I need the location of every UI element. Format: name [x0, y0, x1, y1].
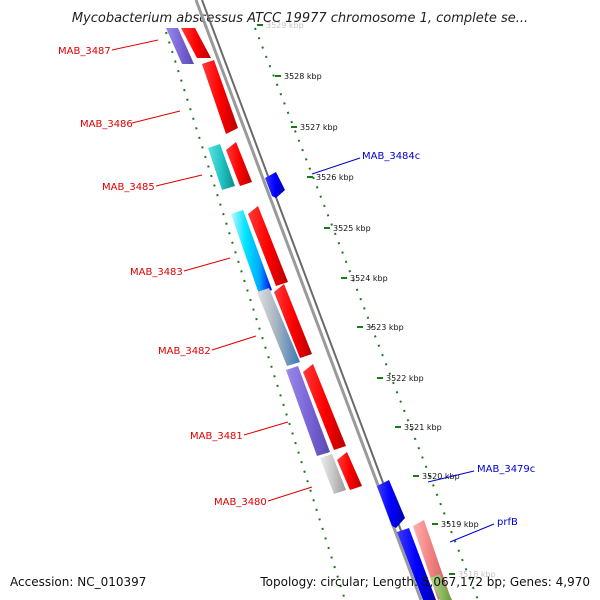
coordinate-ticks: 3529 kbp 3528 kbp 3527 kbp 3526 kbp 3525 kbp…	[257, 21, 496, 579]
gene-label[interactable]: MAB_3481	[190, 431, 243, 442]
gene-mab3485-red[interactable]	[226, 142, 252, 186]
gene-lower-blue[interactable]	[397, 528, 436, 600]
gene-mab3481-purple[interactable]	[286, 366, 330, 456]
tick-label: 3518 kbp	[458, 570, 496, 579]
gene-mab3480-gray[interactable]	[320, 454, 346, 494]
gene-mab3481-red[interactable]	[303, 364, 346, 450]
gene-mab3487-segment-a[interactable]	[166, 28, 194, 64]
gene-mab3479c[interactable]	[377, 480, 405, 528]
gene-track-left	[166, 28, 362, 494]
gene-callout-line	[131, 110, 181, 124]
tick-label: 3520 kbp	[422, 472, 460, 481]
gene-callout-line	[243, 421, 289, 436]
gene-label[interactable]: MAB_3479c	[477, 464, 535, 475]
gene-callout-line	[211, 335, 257, 351]
gene-mab3482-red[interactable]	[274, 284, 312, 358]
tick-label: 3529 kbp	[266, 21, 304, 30]
tick-label: 3519 kbp	[441, 520, 479, 529]
tick-label: 3522 kbp	[386, 374, 424, 383]
gene-mab3482-grayblue[interactable]	[257, 288, 300, 366]
gene-label[interactable]: MAB_3480	[214, 497, 267, 508]
gene-label[interactable]: MAB_3482	[158, 346, 211, 357]
gene-mab3486[interactable]	[202, 60, 238, 134]
right-dotted-guide	[254, 27, 479, 600]
gene-label[interactable]: MAB_3487	[58, 46, 111, 57]
gene-label[interactable]: prfB	[497, 517, 518, 528]
gene-callout-line	[155, 174, 203, 187]
gene-callout-line	[427, 470, 475, 483]
map-title: Mycobacterium abscessus ATCC 19977 chrom…	[72, 11, 528, 26]
tick-label: 3526 kbp	[316, 173, 354, 182]
tick-label: 3524 kbp	[350, 274, 388, 283]
gene-label[interactable]: MAB_3485	[102, 182, 155, 193]
left-dotted-guide	[165, 31, 346, 600]
accession-text: Accession: NC_010397	[10, 575, 146, 589]
gene-mab3487-segment-b[interactable]	[181, 28, 211, 58]
gene-mab3480-red[interactable]	[337, 452, 362, 490]
gene-lower-olive[interactable]	[430, 574, 452, 600]
gene-mab3484c[interactable]	[265, 172, 285, 198]
tick-label: 3523 kbp	[366, 323, 404, 332]
gene-mab3483-cyan[interactable]	[231, 210, 272, 294]
gene-label[interactable]: MAB_3486	[80, 119, 133, 130]
gene-labels: MAB_3487 MAB_3486 MAB_3485 MAB_3483 MAB_3482…	[58, 39, 535, 543]
gene-label[interactable]: MAB_3484c	[362, 151, 420, 162]
tick-label: 3528 kbp	[284, 72, 322, 81]
gene-callout-line	[449, 523, 495, 543]
topology-summary-text: Topology: circular; Length: 5,067,172 bp…	[259, 575, 590, 589]
gene-label[interactable]: MAB_3483	[130, 267, 183, 278]
tick-label: 3525 kbp	[333, 224, 371, 233]
gene-callout-line	[311, 157, 361, 175]
tick-label: 3527 kbp	[300, 123, 338, 132]
gene-callout-line	[111, 39, 159, 51]
gene-callout-line	[267, 486, 313, 502]
gene-track-right	[265, 172, 452, 600]
gene-callout-line	[183, 257, 231, 272]
tick-label: 3521 kbp	[404, 423, 442, 432]
gene-mab3485-teal[interactable]	[208, 144, 235, 190]
gene-mab3483-red[interactable]	[248, 206, 288, 286]
